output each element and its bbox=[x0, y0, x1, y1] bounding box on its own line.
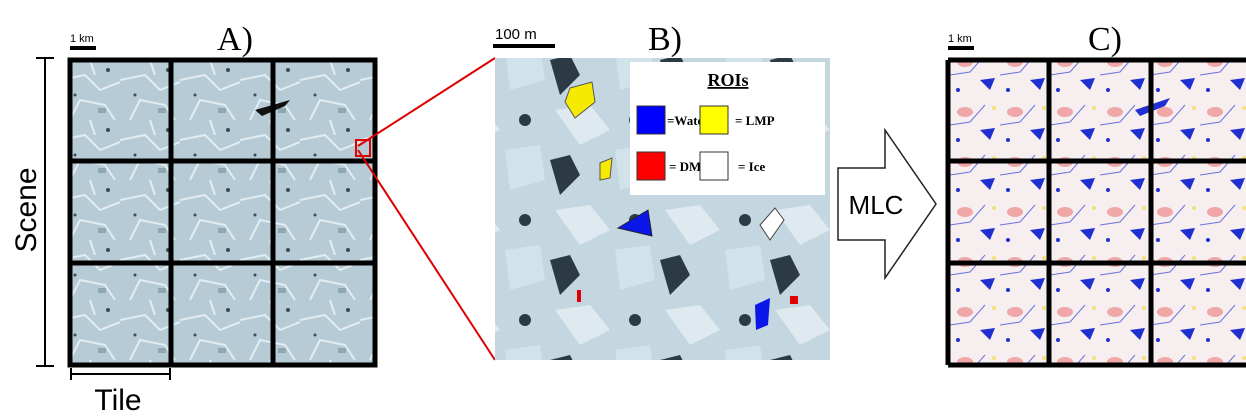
zoom-line bbox=[358, 58, 495, 146]
scale-label: 1 km bbox=[948, 33, 972, 45]
panel-label: A) bbox=[217, 21, 253, 58]
classified-image bbox=[948, 60, 1246, 365]
legend-label: = LMP bbox=[735, 113, 775, 128]
legend-label: = Ice bbox=[738, 159, 765, 174]
legend-swatch bbox=[700, 106, 728, 134]
zoom-line bbox=[358, 150, 495, 360]
scene-image bbox=[70, 60, 375, 365]
tile-bracket bbox=[71, 368, 170, 380]
arrow-label: MLC bbox=[849, 190, 904, 220]
scale-label: 100 m bbox=[495, 26, 537, 43]
roi-dmp bbox=[577, 290, 581, 302]
legend-title: ROIs bbox=[707, 70, 748, 90]
scene-label: Scene bbox=[10, 167, 43, 252]
legend-swatch bbox=[637, 106, 665, 134]
figure: A) 1 km Scene Tile B) 100 m ROIs =Water … bbox=[0, 0, 1246, 416]
scale-label: 1 km bbox=[70, 33, 94, 45]
legend-swatch bbox=[700, 152, 728, 180]
panel-label: C) bbox=[1088, 21, 1122, 58]
roi-dmp bbox=[790, 296, 798, 304]
legend-swatch bbox=[637, 152, 665, 180]
tile-label: Tile bbox=[94, 384, 141, 416]
panel-label: B) bbox=[648, 21, 682, 58]
